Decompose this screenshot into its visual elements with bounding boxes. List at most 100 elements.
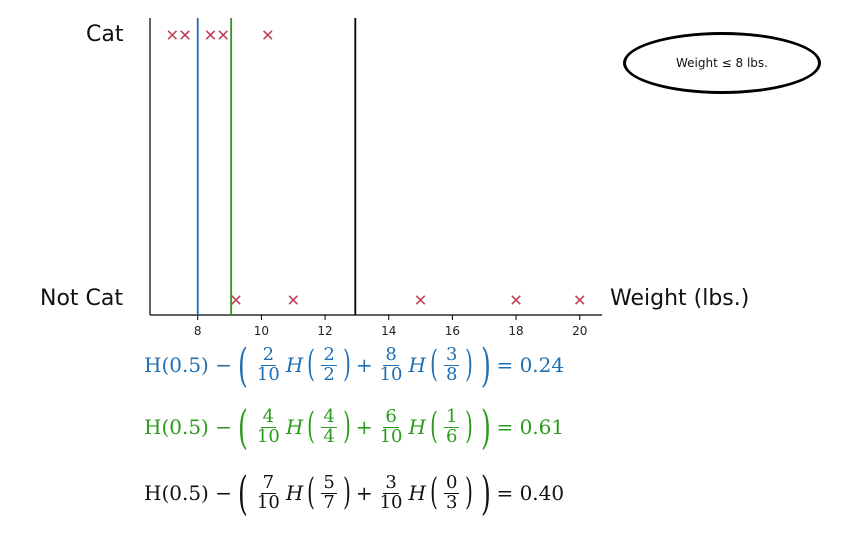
numerator: 7 [260,471,277,494]
x-marker [263,30,273,40]
equation-head: H(0.5) − [144,481,232,505]
x-marker [288,295,299,305]
numerator: 6 [383,405,399,428]
x-marker-stroke [415,295,426,305]
x-tick-label: 12 [317,324,332,338]
open-paren: ( [307,472,316,513]
equation-result: = 0.24 [496,353,565,377]
x-tick-label: 8 [194,324,202,338]
x-marker [415,295,426,305]
close-paren: ) [480,466,491,520]
weight-fraction: 2 10 [255,343,282,385]
plus-sign: + [355,353,373,377]
plus-sign: + [355,481,373,505]
x-marker-stroke [511,295,521,305]
denominator: 6 [446,425,458,447]
denominator: 7 [323,491,335,513]
plus-sign: + [355,415,373,439]
denominator: 10 [256,425,280,447]
close-paren: ) [342,344,351,385]
numerator: 2 [321,343,337,366]
open-paren: ( [430,472,438,513]
numerator: 8 [383,343,399,366]
info-gain-equation: H(0.5) −(2 10 H(2 2) +8 10 H(3 8)) = 0.24 [142,342,566,388]
numerator: 4 [260,405,277,428]
x-tick-label: 14 [381,324,396,338]
denominator: 10 [256,491,280,513]
weight-fraction: 8 10 [378,343,405,385]
numerator: 1 [444,405,460,428]
x-marker [205,30,216,40]
x-tick-label: 16 [445,324,460,338]
denominator: 10 [256,363,280,385]
denominator: 8 [446,363,458,385]
x-marker [574,295,585,305]
equation-result: = 0.61 [496,415,565,439]
close-paren: ) [465,406,474,447]
denominator: 2 [323,363,335,385]
info-gain-equation: H(0.5) −(7 10 H(5 7) +3 10 H(0 3)) = 0.40 [142,470,566,516]
denominator: 3 [446,491,458,513]
open-paren: ( [238,466,248,520]
weight-fraction: 7 10 [255,471,282,513]
x-marker-stroke [263,30,273,40]
x-axis-label: Weight (lbs.) [610,286,750,311]
x-tick-label: 18 [508,324,523,338]
numerator: 3 [444,343,460,366]
x-marker-stroke [288,295,299,305]
annotation-bubble: Weight ≤ 8 lbs. [623,32,821,94]
numerator: 5 [321,471,337,494]
close-paren: ) [465,472,474,513]
x-tick-label: 10 [254,324,269,338]
entropy-symbol: H [408,481,426,505]
x-marker [511,295,521,305]
denominator: 10 [379,425,403,447]
x-tick-label: 20 [572,324,587,338]
y-category-cat: Cat [86,22,124,47]
x-marker-stroke [167,30,178,40]
weight-fraction: 3 10 [378,473,405,513]
close-paren: ) [342,406,351,447]
numerator: 0 [444,471,460,494]
denominator: 10 [379,491,403,513]
x-marker-stroke [574,295,585,305]
x-marker-stroke [231,295,241,305]
open-paren: ( [307,344,316,385]
x-marker [231,295,241,305]
open-paren: ( [238,400,248,454]
entropy-symbol: H [285,415,304,439]
x-marker-stroke [205,30,216,40]
close-paren: ) [480,338,491,392]
equation-head: H(0.5) − [144,415,232,439]
x-marker [167,30,178,40]
denominator: 4 [323,425,335,447]
open-paren: ( [238,338,248,392]
open-paren: ( [430,406,438,447]
close-paren: ) [342,472,351,513]
x-marker-stroke [218,30,228,40]
x-marker [180,30,190,40]
entropy-symbol: H [285,481,304,505]
weight-fraction: 4 10 [255,405,282,447]
x-marker [218,30,228,40]
open-paren: ( [430,344,438,385]
y-category-not-cat: Not Cat [40,286,124,311]
numerator: 2 [260,343,277,366]
x-marker-stroke [180,30,190,40]
entropy-symbol: H [408,415,426,439]
equation-result: = 0.40 [496,481,565,505]
close-paren: ) [480,400,491,454]
numerator: 4 [321,405,337,428]
open-paren: ( [307,406,316,447]
entropy-symbol: H [408,353,426,377]
weight-fraction: 6 10 [378,405,405,447]
equation-head: H(0.5) − [144,353,232,377]
close-paren: ) [465,344,474,385]
